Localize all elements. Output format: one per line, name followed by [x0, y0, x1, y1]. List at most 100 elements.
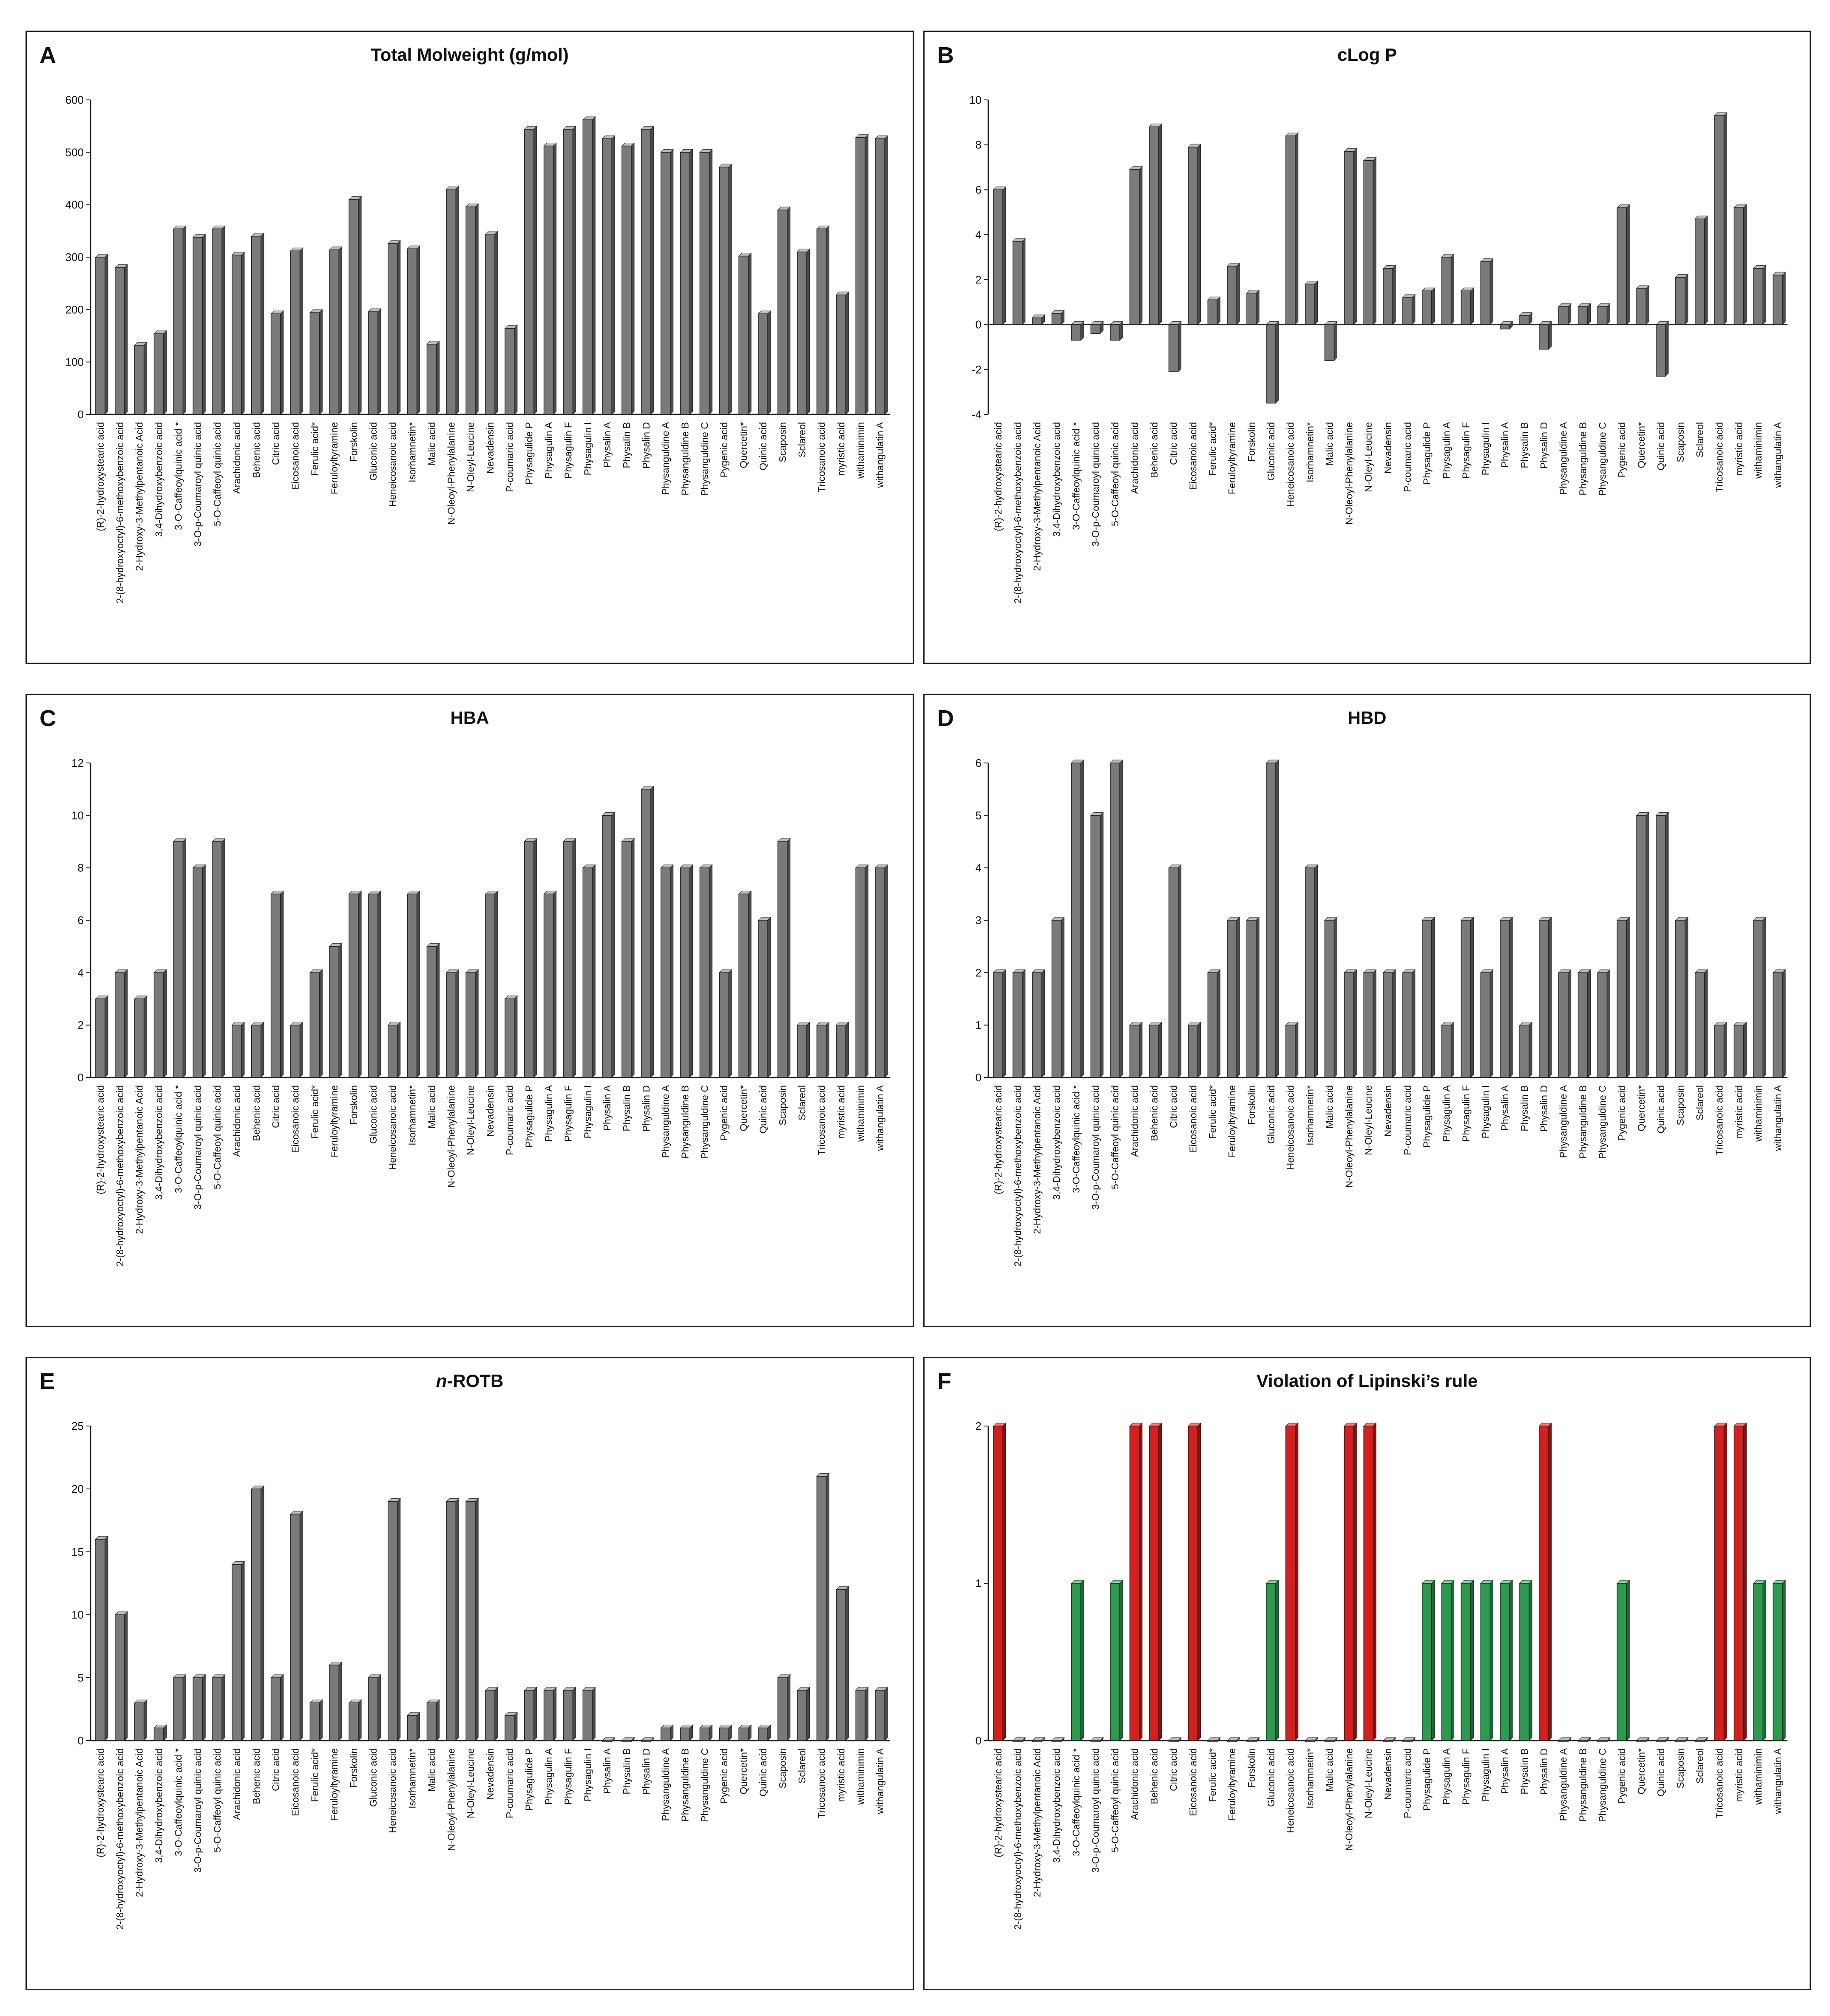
- bar: [1617, 204, 1630, 325]
- bar-front: [1500, 920, 1510, 1078]
- bar: [1109, 321, 1124, 341]
- bar: [758, 916, 772, 1078]
- x-category-label: (R)-2-hydroxystearic acid: [993, 422, 1004, 531]
- bar: [173, 225, 187, 415]
- bar-front: [290, 1024, 301, 1078]
- bar: [777, 206, 791, 415]
- panel-letter: B: [937, 43, 954, 68]
- bar-side: [475, 203, 479, 415]
- x-category-label: Scaposin: [777, 422, 788, 462]
- bar-side: [1178, 864, 1182, 1078]
- bar-side: [261, 233, 264, 415]
- bar-side: [611, 812, 615, 1078]
- x-category-label: Physalin B: [1519, 422, 1530, 468]
- bar: [1655, 812, 1669, 1078]
- bar-side: [1139, 166, 1143, 325]
- chart-hbd: 0 1 2 3 4 5 6 (R)-2-hydroxystearic acid 2-(8-hyd…: [976, 757, 1787, 1267]
- x-category-label: Feruloyltyramine: [1226, 1085, 1237, 1157]
- x-category-label: 2-(8-hydroxyoctyl)-6-methoxybenzoic acid: [1012, 1085, 1023, 1267]
- bar-front: [1694, 972, 1705, 1078]
- bar: [1480, 258, 1494, 325]
- x-category-label: withaminimin: [1753, 422, 1764, 479]
- bar-front: [1207, 299, 1218, 325]
- bar: [1168, 1737, 1182, 1743]
- bar-side: [299, 1510, 303, 1741]
- bar: [836, 291, 849, 415]
- bar-front: [193, 867, 203, 1078]
- bar-side: [1353, 1422, 1357, 1741]
- bar: [1538, 916, 1552, 1078]
- x-category-label: Feruloyltyramine: [1226, 422, 1237, 494]
- bar-front: [1246, 920, 1257, 1078]
- bar-side: [1704, 215, 1708, 325]
- x-category-label: Eicosanoic acid: [289, 1085, 301, 1153]
- bar: [485, 230, 499, 415]
- x-category-label: 3,4-Dihydroxybenzoic acid: [153, 422, 164, 537]
- bar-side: [417, 890, 420, 1078]
- bar-front: [465, 206, 476, 415]
- x-category-label: Malic acid: [1324, 422, 1335, 465]
- x-category-label: Physanguldine C: [1597, 1748, 1608, 1822]
- bar-front: [875, 1690, 885, 1741]
- x-category-label: Ferulic acid*: [1207, 1748, 1218, 1802]
- bar: [309, 1699, 323, 1741]
- y-tick-label: 0: [976, 1071, 982, 1084]
- bar-front: [816, 1476, 827, 1741]
- bar: [231, 1021, 245, 1078]
- x-category-label: N-Oleoyl-Phenylalanine: [445, 1748, 457, 1851]
- bar-front: [543, 145, 554, 415]
- bar-front: [387, 243, 398, 415]
- bar: [699, 149, 713, 415]
- bar: [816, 225, 830, 415]
- x-category-label: Physanguldine B: [1577, 1748, 1589, 1822]
- bar: [1149, 1021, 1162, 1078]
- x-category-label: N-Oleyl-Leucine: [1363, 422, 1374, 492]
- bar: [1051, 916, 1065, 1078]
- x-category-label: Physanguldine B: [1577, 422, 1589, 496]
- bar-side: [1412, 294, 1416, 325]
- bar: [1246, 289, 1260, 325]
- bar: [192, 1674, 206, 1741]
- x-category-label: Isorhamnetin*: [407, 1748, 418, 1809]
- x-category-label: Scaposin: [1675, 1085, 1686, 1126]
- bar-side: [377, 890, 381, 1078]
- bar-front: [95, 1539, 105, 1741]
- bar-side: [1431, 1579, 1435, 1741]
- bar-front: [602, 1740, 612, 1742]
- bar: [874, 135, 888, 415]
- bar-side: [221, 225, 225, 415]
- bar-front: [1558, 1740, 1569, 1742]
- bar-side: [1100, 812, 1104, 1078]
- x-category-label: 2-Hydroxy-3-Methylpentanoic Acid: [134, 1085, 145, 1234]
- bar: [1129, 1422, 1143, 1741]
- x-category-label: N-Oleyl-Leucine: [1363, 1748, 1374, 1818]
- bar-side: [1392, 265, 1396, 325]
- bar: [699, 1724, 713, 1741]
- x-category-label: Physagulin F: [1460, 1748, 1471, 1805]
- bar: [212, 838, 226, 1078]
- bar-front: [193, 1677, 203, 1741]
- bar-front: [153, 333, 164, 415]
- bar-side: [1256, 289, 1260, 325]
- bar-front: [1363, 972, 1373, 1078]
- bar: [1168, 321, 1182, 372]
- x-category-label: Pygenic acid: [718, 1748, 729, 1803]
- x-category-label: Quinic acid: [1655, 422, 1666, 471]
- bar-front: [1227, 1740, 1237, 1742]
- bar: [758, 310, 772, 415]
- y-tick-label: 4: [78, 966, 84, 979]
- bar: [1344, 1422, 1357, 1741]
- bar-side: [1314, 281, 1318, 325]
- bar: [738, 1724, 752, 1741]
- bar-front: [270, 1677, 281, 1741]
- bar-side: [1353, 148, 1357, 325]
- bar-side: [884, 864, 888, 1078]
- bar: [153, 969, 167, 1078]
- bar-side: [124, 1611, 128, 1741]
- bar: [1714, 1422, 1728, 1741]
- bar: [1324, 916, 1338, 1078]
- bar-front: [1363, 1426, 1373, 1741]
- bar: [153, 330, 167, 415]
- bar-front: [1402, 972, 1413, 1078]
- x-category-label: Arachidonic acid: [1129, 1085, 1140, 1157]
